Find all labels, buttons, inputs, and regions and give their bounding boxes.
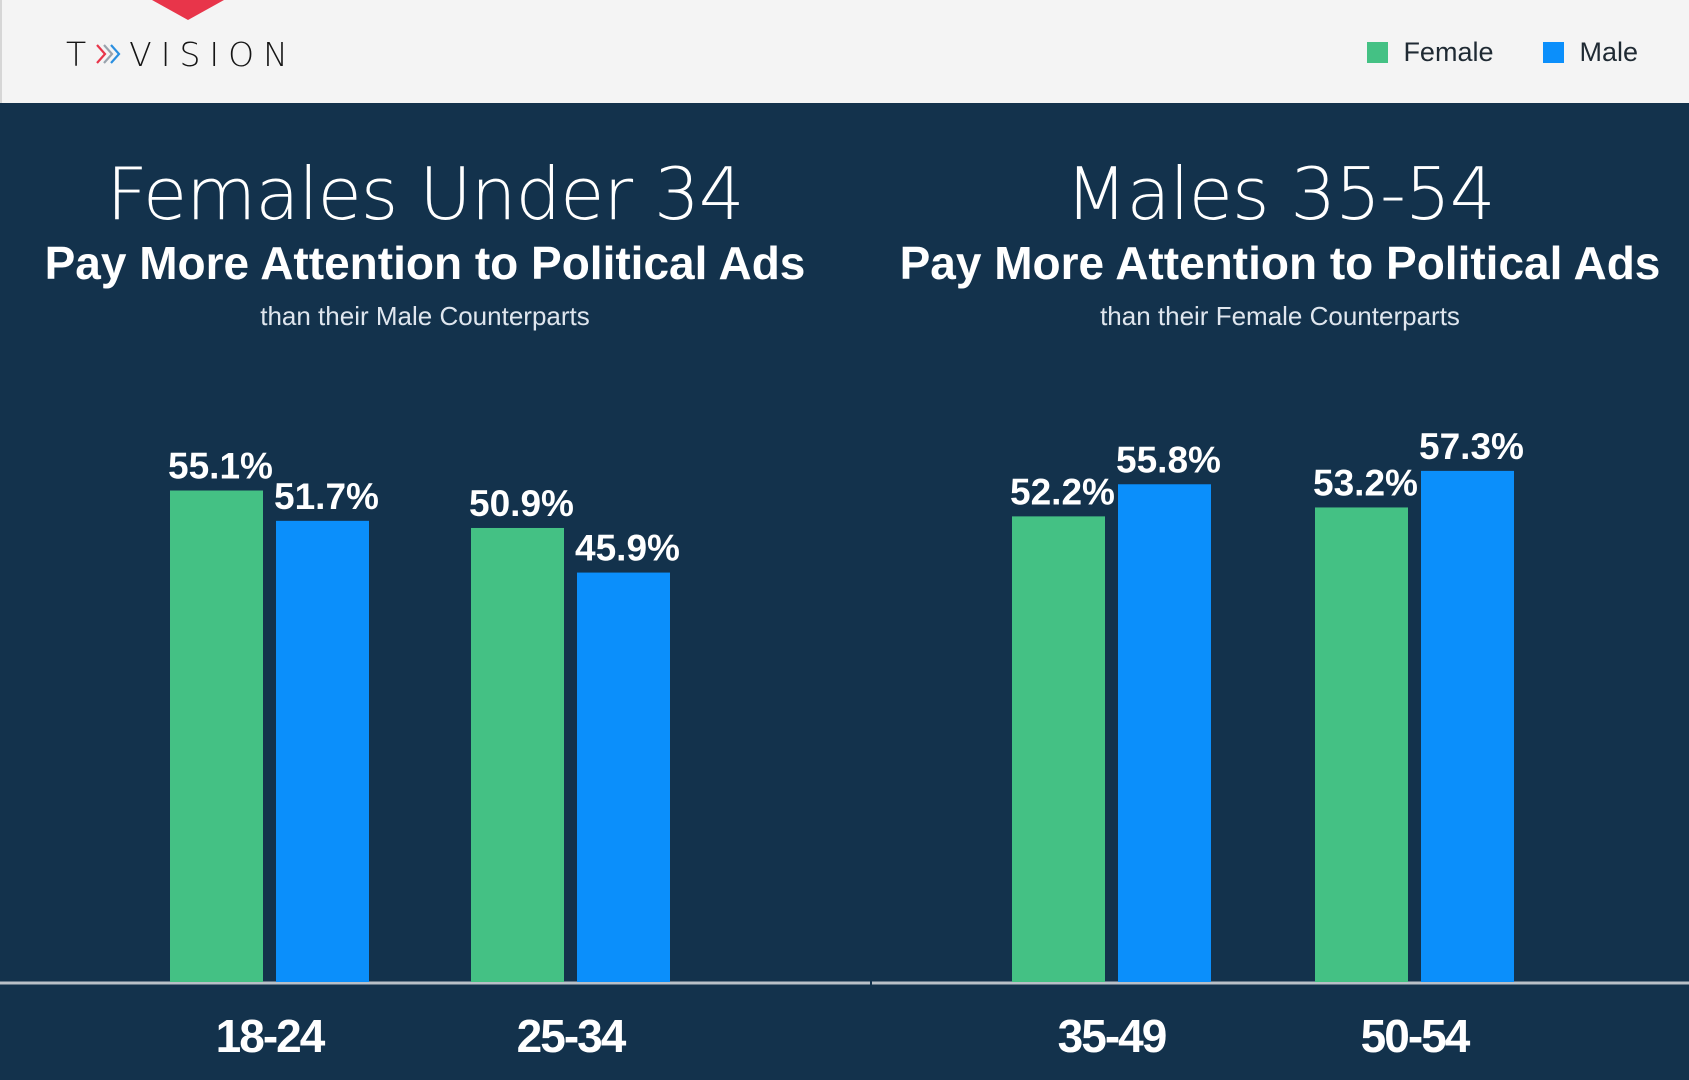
legend-swatch-male xyxy=(1543,41,1565,63)
header-bar: T VISION Female Male xyxy=(0,0,1689,103)
data-label-female-50-54: 53.2% xyxy=(1313,462,1418,503)
panel-title-males: Males 35-54 Pay More Attention to Politi… xyxy=(855,158,1689,332)
panel-note-females: than their Male Counterparts xyxy=(260,300,590,331)
bar-female-25-34 xyxy=(471,527,564,982)
category-label-25-34: 25-34 xyxy=(517,1010,627,1062)
bar-male-35-49 xyxy=(1118,484,1211,982)
panel-subheading-females: Pay More Attention to Political Ads xyxy=(44,237,806,289)
bar-male-18-24 xyxy=(276,520,369,982)
panel-title-females: Females Under 34 Pay More Attention to P… xyxy=(0,158,850,332)
bar-female-35-49 xyxy=(1012,516,1105,982)
chart-legend: Female Male xyxy=(1367,32,1638,72)
panel-heading-females: Females Under 34 xyxy=(106,152,744,236)
panel-note-males: than their Female Counterparts xyxy=(1100,300,1460,331)
data-label-male-18-24: 51.7% xyxy=(274,476,379,517)
bar-female-18-24 xyxy=(170,490,263,982)
legend-label-female: Female xyxy=(1403,36,1494,67)
logo-word-vision: VISION xyxy=(129,34,297,74)
logo-chevron-icon xyxy=(152,0,224,20)
data-label-male-25-34: 45.9% xyxy=(575,528,680,569)
brand-logo: T VISION xyxy=(66,34,297,74)
legend-item-male: Male xyxy=(1543,37,1638,68)
data-label-female-25-34: 50.9% xyxy=(469,483,574,524)
data-label-male-35-49: 55.8% xyxy=(1116,439,1221,480)
logo-letter-t: T xyxy=(66,34,96,74)
panel-subheading-males: Pay More Attention to Political Ads xyxy=(899,237,1661,289)
data-label-male-50-54: 57.3% xyxy=(1419,426,1524,467)
data-label-female-18-24: 55.1% xyxy=(168,446,273,487)
legend-swatch-female xyxy=(1367,41,1389,63)
bar-male-50-54 xyxy=(1421,470,1514,982)
bar-male-25-34 xyxy=(577,572,670,982)
bar-female-50-54 xyxy=(1315,507,1408,982)
legend-label-male: Male xyxy=(1579,36,1638,67)
category-label-35-49: 35-49 xyxy=(1058,1010,1166,1062)
category-label-50-54: 50-54 xyxy=(1361,1010,1471,1062)
panel-heading-males: Males 35-54 xyxy=(1065,152,1495,236)
category-label-18-24: 18-24 xyxy=(216,1010,326,1062)
logo-arrows-icon xyxy=(96,44,121,64)
legend-item-female: Female xyxy=(1367,37,1493,68)
data-label-female-35-49: 52.2% xyxy=(1010,471,1115,512)
